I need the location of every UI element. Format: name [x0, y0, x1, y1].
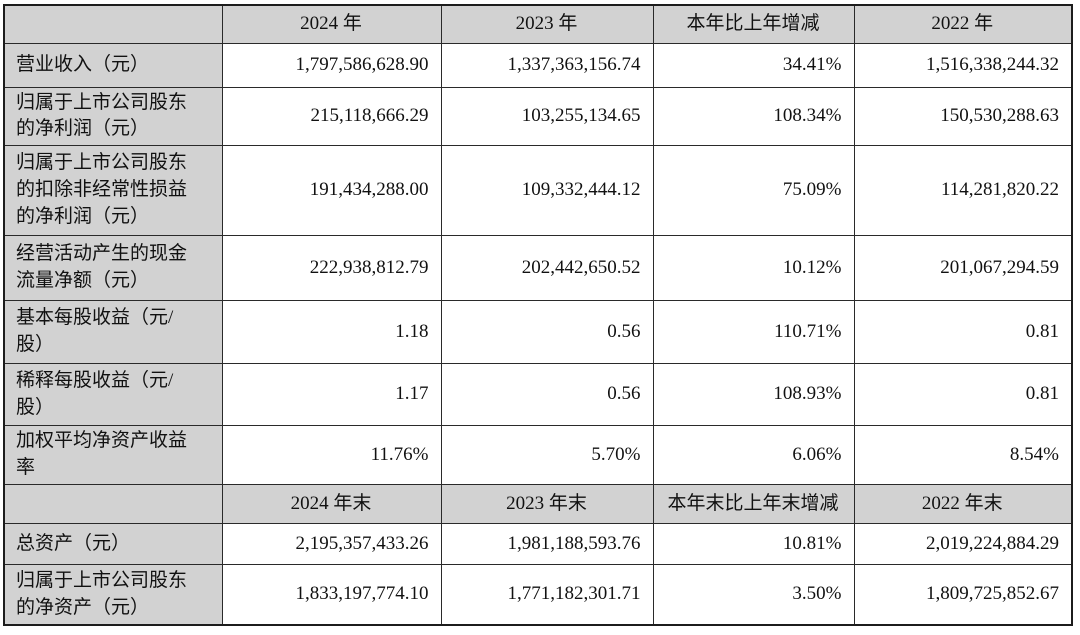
cell-value: 201,067,294.59 [853, 235, 1073, 302]
table-row-operating-cash-flow: 经营活动产生的现金 流量净额（元） 222,938,812.79 202,442… [3, 235, 1073, 302]
period-header-row: 2024 年 2023 年 本年比上年增减 2022 年 [3, 4, 1073, 44]
cell-value: 110.71% [652, 300, 855, 365]
cell-value: 1,833,197,774.10 [221, 564, 442, 626]
cell-value: 10.81% [652, 523, 855, 566]
cell-value: 109,332,444.12 [440, 145, 654, 237]
row-label: 加权平均净资产收益 率 [3, 425, 223, 486]
cell-value: 10.12% [652, 235, 855, 302]
row-label: 归属于上市公司股东 的净利润（元） [3, 86, 223, 147]
cell-value: 8.54% [853, 425, 1073, 486]
cell-value: 202,442,650.52 [440, 235, 654, 302]
cell-value: 215,118,666.29 [221, 86, 442, 147]
row-label: 总资产（元） [3, 523, 223, 566]
row-label: 归属于上市公司股东 的扣除非经常性损益 的净利润（元） [3, 145, 223, 237]
cell-value: 1,981,188,593.76 [440, 523, 654, 566]
table-row-net-profit-excl-nonrecurring: 归属于上市公司股东 的扣除非经常性损益 的净利润（元） 191,434,288.… [3, 145, 1073, 237]
cell-value: 2,195,357,433.26 [221, 523, 442, 566]
date-header-row: 2024 年末 2023 年末 本年末比上年末增减 2022 年末 [3, 484, 1073, 525]
column-header-2022: 2022 年 [853, 4, 1073, 44]
cell-value: 1.18 [221, 300, 442, 365]
cell-value: 0.56 [440, 300, 654, 365]
cell-value: 1,797,586,628.90 [221, 42, 442, 88]
row-label: 营业收入（元） [3, 42, 223, 88]
table-row-total-assets: 总资产（元） 2,195,357,433.26 1,981,188,593.76… [3, 523, 1073, 566]
row-label: 基本每股收益（元/ 股） [3, 300, 223, 365]
corner-cell [3, 484, 223, 525]
cell-value: 191,434,288.00 [221, 145, 442, 237]
row-label: 经营活动产生的现金 流量净额（元） [3, 235, 223, 302]
table-row-revenue: 营业收入（元） 1,797,586,628.90 1,337,363,156.7… [3, 42, 1073, 88]
financial-summary-table: 2024 年 2023 年 本年比上年增减 2022 年 营业收入（元） 1,7… [3, 4, 1073, 626]
column-header-2024: 2024 年 [221, 4, 442, 44]
cell-value: 1.17 [221, 363, 442, 427]
table-row-net-profit: 归属于上市公司股东 的净利润（元） 215,118,666.29 103,255… [3, 86, 1073, 147]
table-row-net-assets: 归属于上市公司股东 的净资产（元） 1,833,197,774.10 1,771… [3, 564, 1073, 626]
row-label: 稀释每股收益（元/ 股） [3, 363, 223, 427]
column-header-2023-end: 2023 年末 [440, 484, 654, 525]
column-header-yoy-end-change: 本年末比上年末增减 [652, 484, 855, 525]
cell-value: 3.50% [652, 564, 855, 626]
cell-value: 1,809,725,852.67 [853, 564, 1073, 626]
cell-value: 1,771,182,301.71 [440, 564, 654, 626]
cell-value: 222,938,812.79 [221, 235, 442, 302]
cell-value: 1,516,338,244.32 [853, 42, 1073, 88]
cell-value: 75.09% [652, 145, 855, 237]
cell-value: 0.81 [853, 363, 1073, 427]
cell-value: 11.76% [221, 425, 442, 486]
column-header-2024-end: 2024 年末 [221, 484, 442, 525]
cell-value: 6.06% [652, 425, 855, 486]
cell-value: 103,255,134.65 [440, 86, 654, 147]
cell-value: 108.34% [652, 86, 855, 147]
table-row-weighted-avg-roe: 加权平均净资产收益 率 11.76% 5.70% 6.06% 8.54% [3, 425, 1073, 486]
cell-value: 150,530,288.63 [853, 86, 1073, 147]
cell-value: 0.81 [853, 300, 1073, 365]
corner-cell [3, 4, 223, 44]
cell-value: 5.70% [440, 425, 654, 486]
cell-value: 1,337,363,156.74 [440, 42, 654, 88]
column-header-2023: 2023 年 [440, 4, 654, 44]
column-header-yoy-change: 本年比上年增减 [652, 4, 855, 44]
row-label: 归属于上市公司股东 的净资产（元） [3, 564, 223, 626]
cell-value: 114,281,820.22 [853, 145, 1073, 237]
cell-value: 2,019,224,884.29 [853, 523, 1073, 566]
column-header-2022-end: 2022 年末 [853, 484, 1073, 525]
cell-value: 0.56 [440, 363, 654, 427]
table-row-diluted-eps: 稀释每股收益（元/ 股） 1.17 0.56 108.93% 0.81 [3, 363, 1073, 427]
table-row-basic-eps: 基本每股收益（元/ 股） 1.18 0.56 110.71% 0.81 [3, 300, 1073, 365]
cell-value: 34.41% [652, 42, 855, 88]
cell-value: 108.93% [652, 363, 855, 427]
